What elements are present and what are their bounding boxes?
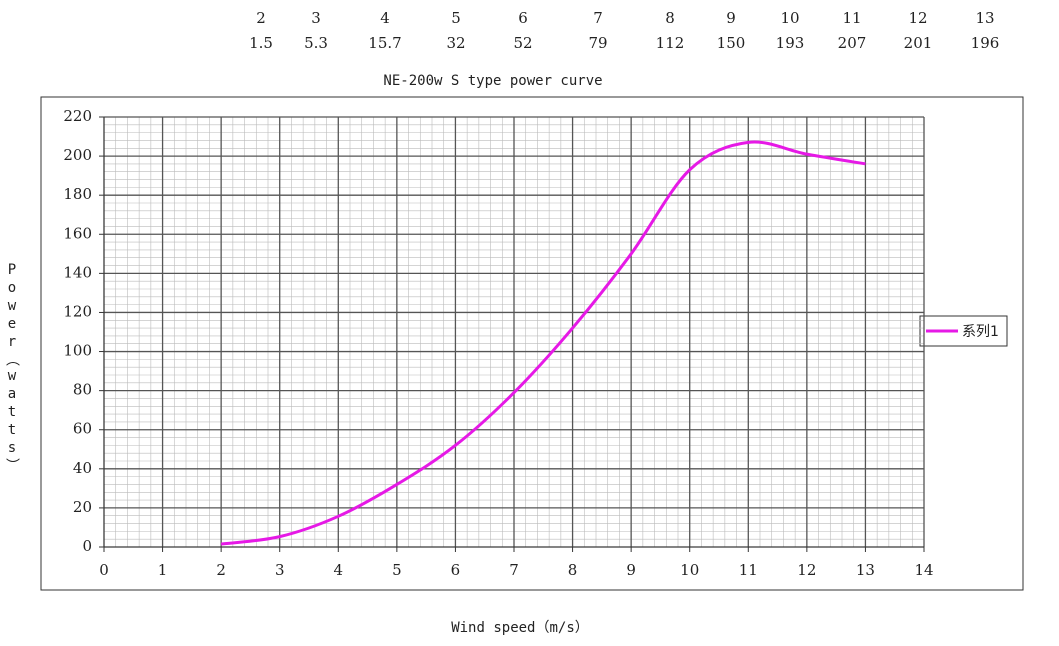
- y-tick-label: 20: [73, 498, 92, 516]
- table-power: 112: [656, 34, 685, 52]
- x-tick-label: 4: [334, 561, 344, 579]
- y-axis-label: Power（watts）: [4, 262, 20, 474]
- x-tick-label: 11: [739, 561, 758, 579]
- x-tick-label: 9: [626, 561, 636, 579]
- table-speed: 8: [665, 9, 675, 27]
- y-tick-label: 0: [82, 537, 92, 555]
- x-tick-label: 12: [797, 561, 816, 579]
- y-tick-label: 180: [63, 185, 92, 203]
- table-power: 79: [588, 34, 607, 52]
- table-power: 15.7: [368, 34, 401, 52]
- table-speed: 3: [311, 9, 321, 27]
- y-tick-label: 200: [63, 146, 92, 164]
- table-speed: 12: [908, 9, 927, 27]
- y-tick-label: 220: [63, 107, 92, 125]
- table-power: 32: [446, 34, 465, 52]
- y-tick-label: 140: [63, 263, 92, 281]
- table-power: 1.5: [249, 34, 273, 52]
- x-tick-label: 10: [680, 561, 699, 579]
- table-speed: 11: [842, 9, 861, 27]
- table-speed: 10: [780, 9, 799, 27]
- table-speed: 6: [518, 9, 528, 27]
- table-power: 5.3: [304, 34, 328, 52]
- x-tick-label: 3: [275, 561, 285, 579]
- x-tick-label: 1: [158, 561, 168, 579]
- table-speed: 7: [593, 9, 603, 27]
- table-power: 207: [838, 34, 867, 52]
- table-power: 193: [776, 34, 805, 52]
- x-tick-label: 2: [216, 561, 226, 579]
- x-tick-label: 6: [451, 561, 461, 579]
- x-tick-label: 5: [392, 561, 402, 579]
- table-speed: 9: [726, 9, 736, 27]
- table-power: 150: [717, 34, 746, 52]
- x-tick-label: 0: [99, 561, 109, 579]
- table-speed: 13: [975, 9, 994, 27]
- y-tick-label: 40: [73, 459, 92, 477]
- table-speed: 4: [380, 9, 390, 27]
- table-speed: 2: [256, 9, 266, 27]
- x-tick-label: 13: [856, 561, 875, 579]
- x-tick-label: 14: [914, 561, 933, 579]
- y-tick-label: 80: [73, 381, 92, 399]
- x-tick-label: 7: [509, 561, 519, 579]
- series-line: [220, 140, 866, 546]
- table-power: 52: [513, 34, 532, 52]
- y-tick-label: 60: [73, 420, 92, 438]
- chart-title: NE-200w S type power curve: [383, 73, 602, 89]
- y-tick-label: 120: [63, 302, 92, 320]
- table-power: 196: [971, 34, 1000, 52]
- x-tick-label: 8: [568, 561, 578, 579]
- table-speed: 5: [451, 9, 461, 27]
- y-tick-label: 100: [63, 342, 92, 360]
- y-tick-label: 160: [63, 224, 92, 242]
- x-axis-label: Wind speed（m/s）: [451, 620, 589, 636]
- legend-label: 系列1: [962, 324, 999, 340]
- table-power: 201: [904, 34, 933, 52]
